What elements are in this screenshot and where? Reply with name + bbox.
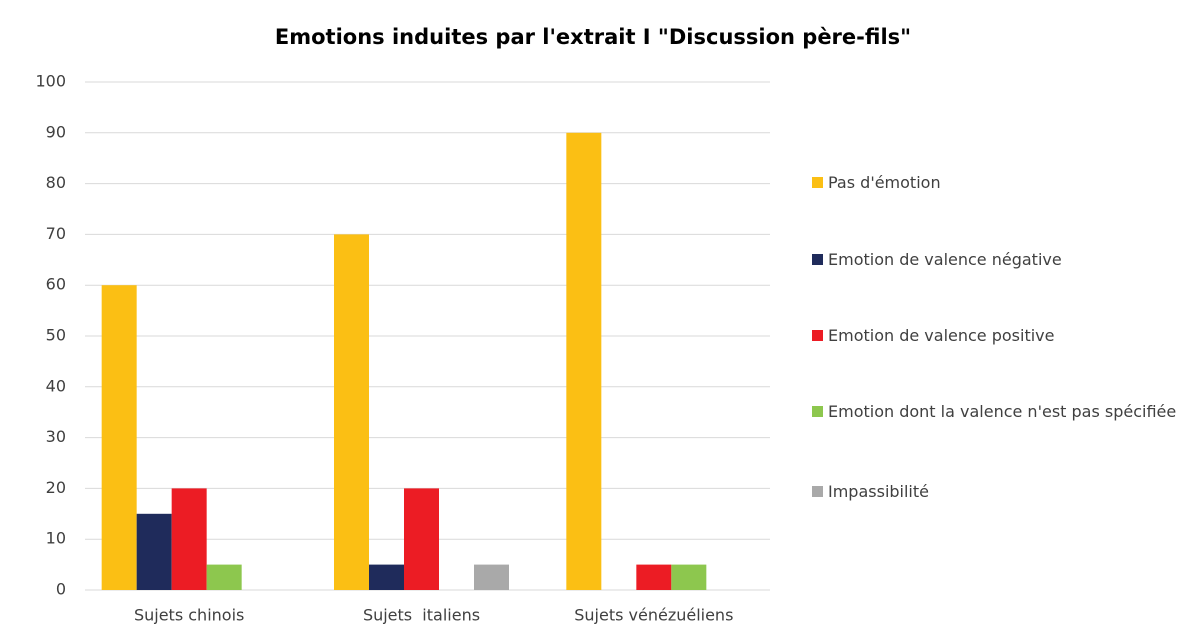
bar xyxy=(369,564,404,590)
legend-swatch xyxy=(812,486,823,497)
legend-swatch xyxy=(812,177,823,188)
bar xyxy=(136,513,172,590)
legend-label: Impassibilité xyxy=(828,482,929,501)
bar xyxy=(404,488,439,590)
legend-label: Emotion de valence positive xyxy=(828,326,1055,345)
bar xyxy=(636,564,672,590)
y-tick-label: 0 xyxy=(56,580,66,599)
legend-swatch xyxy=(812,330,823,341)
y-tick-label: 100 xyxy=(35,72,66,91)
y-tick-label: 90 xyxy=(46,122,66,141)
chart-title: Emotions induites par l'extrait I "Discu… xyxy=(275,25,911,49)
bar xyxy=(101,285,137,590)
x-tick-label: Sujets italiens xyxy=(363,606,480,625)
legend-swatch xyxy=(812,406,823,417)
legend-label: Emotion de valence négative xyxy=(828,250,1062,269)
legend-item: Emotion dont la valence n'est pas spécif… xyxy=(812,399,1182,425)
y-tick-label: 40 xyxy=(46,376,66,395)
legend-swatch xyxy=(812,254,823,265)
bar xyxy=(671,564,707,590)
bar xyxy=(334,234,369,590)
legend-item: Emotion de valence positive xyxy=(812,323,1182,349)
legend-item: Emotion de valence négative xyxy=(812,247,1182,273)
legend-label: Pas d'émotion xyxy=(828,173,941,192)
bar xyxy=(171,488,207,590)
x-tick-label: Sujets chinois xyxy=(134,606,244,625)
x-tick-label: Sujets vénézuéliens xyxy=(574,606,733,625)
y-tick-label: 30 xyxy=(46,427,66,446)
legend-item: Impassibilité xyxy=(812,479,1182,505)
bar xyxy=(206,564,242,590)
bar xyxy=(474,564,509,590)
y-tick-label: 50 xyxy=(46,326,66,345)
bar xyxy=(566,132,602,591)
y-tick-label: 70 xyxy=(46,224,66,243)
legend-label: Emotion dont la valence n'est pas spécif… xyxy=(828,402,1177,421)
y-tick-label: 80 xyxy=(46,173,66,192)
y-tick-label: 10 xyxy=(46,529,66,548)
y-tick-label: 60 xyxy=(46,275,66,294)
legend-item: Pas d'émotion xyxy=(812,170,1182,196)
y-tick-label: 20 xyxy=(46,478,66,497)
